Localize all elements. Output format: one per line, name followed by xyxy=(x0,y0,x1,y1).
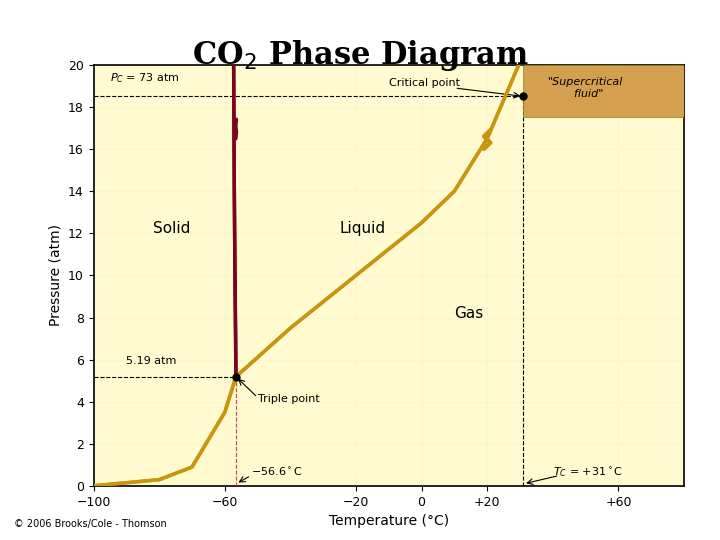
Text: $P_C$ = 73 atm: $P_C$ = 73 atm xyxy=(110,72,180,85)
Text: Critical point: Critical point xyxy=(389,78,460,88)
Text: Gas: Gas xyxy=(454,306,484,321)
Text: 5.19 atm: 5.19 atm xyxy=(127,356,177,366)
Y-axis label: Pressure (atm): Pressure (atm) xyxy=(48,225,63,326)
Text: $T_C$ = +31$^\circ$C: $T_C$ = +31$^\circ$C xyxy=(553,465,623,480)
Polygon shape xyxy=(94,54,684,486)
Text: © 2006 Brooks/Cole - Thomson: © 2006 Brooks/Cole - Thomson xyxy=(14,519,167,529)
Text: "Supercritical
  fluid": "Supercritical fluid" xyxy=(548,77,624,99)
Polygon shape xyxy=(94,65,236,486)
Text: Triple point: Triple point xyxy=(258,394,320,404)
Bar xyxy=(523,65,684,117)
Polygon shape xyxy=(234,54,523,377)
Text: Liquid: Liquid xyxy=(340,221,386,237)
Text: Solid: Solid xyxy=(153,221,190,237)
X-axis label: Temperature (°C): Temperature (°C) xyxy=(329,514,449,528)
Text: $-56.6^\circ$C: $-56.6^\circ$C xyxy=(251,465,302,477)
Text: CO$_2$ Phase Diagram: CO$_2$ Phase Diagram xyxy=(192,38,528,73)
